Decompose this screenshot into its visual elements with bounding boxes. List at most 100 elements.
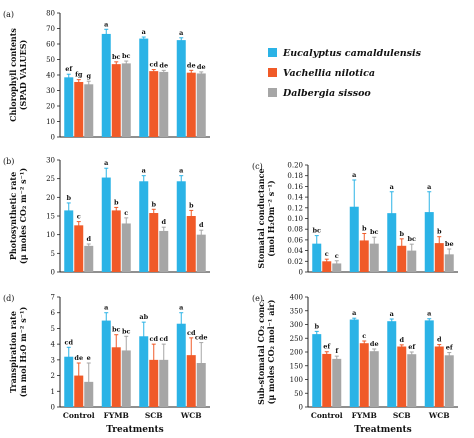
bar xyxy=(74,375,84,407)
y-tick-label: 25 xyxy=(46,175,55,183)
significance-letter: a xyxy=(179,167,184,175)
significance-letter: a xyxy=(179,29,184,37)
y-tick-label: 10 xyxy=(46,118,55,126)
legend-swatch xyxy=(268,88,277,97)
bar xyxy=(397,245,407,272)
y-tick-label: 0 xyxy=(51,269,55,277)
panel-label: (a) xyxy=(3,10,14,19)
y-tick-label: 6 xyxy=(51,309,56,317)
bar xyxy=(139,336,149,407)
significance-letter: d xyxy=(86,235,91,243)
bar xyxy=(434,346,444,407)
significance-letter: bc xyxy=(122,327,131,335)
bar xyxy=(101,33,111,137)
y-axis-label: Chlorophyll contents xyxy=(8,28,18,122)
bar xyxy=(387,321,397,407)
bar xyxy=(359,240,369,272)
significance-letter: ab xyxy=(139,313,148,321)
y-tick-label: 50 xyxy=(46,56,55,64)
bar xyxy=(349,319,359,407)
bar xyxy=(407,354,417,407)
bar xyxy=(121,350,131,407)
significance-letter: a xyxy=(179,304,184,312)
bar xyxy=(111,347,121,407)
bar xyxy=(322,353,332,407)
x-axis-title: Treatments xyxy=(354,425,412,435)
y-tick-label: 5 xyxy=(51,250,55,258)
significance-letter: bc xyxy=(122,52,131,60)
bar xyxy=(397,346,407,407)
bar xyxy=(176,40,186,137)
bar xyxy=(387,213,397,272)
significance-letter: c xyxy=(124,209,128,217)
significance-letter: b xyxy=(189,201,194,209)
bar xyxy=(176,181,186,272)
bar xyxy=(84,84,94,137)
bar xyxy=(111,64,121,137)
chart-panel-b: 0 5 10 15 20 25 30 (b) Photosynthetic rate (μ mol… xyxy=(3,157,210,277)
significance-letter: b xyxy=(314,322,319,330)
panel-label: (d) xyxy=(3,294,14,303)
bar xyxy=(139,181,149,272)
y-tick-label: 7 xyxy=(51,294,55,302)
y-tick-label: 0.18 xyxy=(287,172,303,180)
significance-letter: a xyxy=(390,183,395,191)
y-tick-label: 0.10 xyxy=(287,215,303,223)
significance-letter: b xyxy=(114,198,119,206)
significance-letter: a xyxy=(427,183,432,191)
bar xyxy=(64,77,74,137)
significance-letter: c xyxy=(335,252,339,260)
significance-letter: cd xyxy=(159,335,168,343)
significance-letter: a xyxy=(142,28,147,36)
y-tick-label: 70 xyxy=(46,25,55,33)
bar xyxy=(312,334,322,407)
significance-letter: ef xyxy=(408,343,416,351)
significance-letter: a xyxy=(104,159,109,167)
y-tick-label: 400 xyxy=(290,294,303,302)
x-tick-label: Control xyxy=(311,411,343,420)
bar xyxy=(149,71,159,137)
significance-letter: cd xyxy=(149,61,158,69)
significance-letter: bc xyxy=(112,326,121,334)
bar xyxy=(159,359,169,407)
bar xyxy=(407,250,417,272)
y-tick-label: 0.04 xyxy=(287,247,303,255)
y-tick-label: 0.12 xyxy=(287,204,303,212)
legend-label: Vachellia nilotica xyxy=(283,68,375,79)
y-tick-label: 200 xyxy=(290,349,303,357)
significance-letter: a xyxy=(352,171,357,179)
x-tick-label: FYMB xyxy=(352,411,377,420)
significance-letter: b xyxy=(399,230,404,238)
significance-letter: c xyxy=(77,213,81,221)
y-tick-label: 0.20 xyxy=(287,162,303,170)
significance-letter: cd xyxy=(149,335,158,343)
bar xyxy=(159,71,169,137)
y-tick-label: 100 xyxy=(290,376,303,384)
y-tick-label: 0 xyxy=(299,404,303,412)
bar xyxy=(139,38,149,138)
y-tick-label: 0 xyxy=(51,134,55,142)
significance-letter: d xyxy=(199,221,204,229)
significance-letter: ef xyxy=(65,65,73,73)
significance-letter: bc xyxy=(112,53,121,61)
y-tick-label: 4 xyxy=(51,341,56,349)
significance-letter: b xyxy=(66,194,71,202)
bar xyxy=(424,320,434,407)
bar xyxy=(359,343,369,407)
y-tick-label: 150 xyxy=(290,362,303,370)
bar xyxy=(196,234,206,272)
y-axis-label: (μ moles CO₂ mol⁻¹ air) xyxy=(266,299,276,404)
bar xyxy=(111,210,121,272)
legend-swatch xyxy=(268,68,277,77)
y-tick-label: 5 xyxy=(51,325,55,333)
significance-letter: a xyxy=(427,310,432,318)
significance-letter: bc xyxy=(312,227,321,235)
bar xyxy=(196,73,206,137)
bar xyxy=(121,223,131,272)
y-tick-label: 350 xyxy=(290,307,303,315)
significance-letter: bc xyxy=(370,228,379,236)
significance-letter: bc xyxy=(407,235,416,243)
y-axis-label: (μ moles CO₂ m⁻² s⁻¹) xyxy=(18,168,28,264)
significance-letter: a xyxy=(104,20,109,28)
legend-label: Eucalyptus camaldulensis xyxy=(282,48,422,59)
